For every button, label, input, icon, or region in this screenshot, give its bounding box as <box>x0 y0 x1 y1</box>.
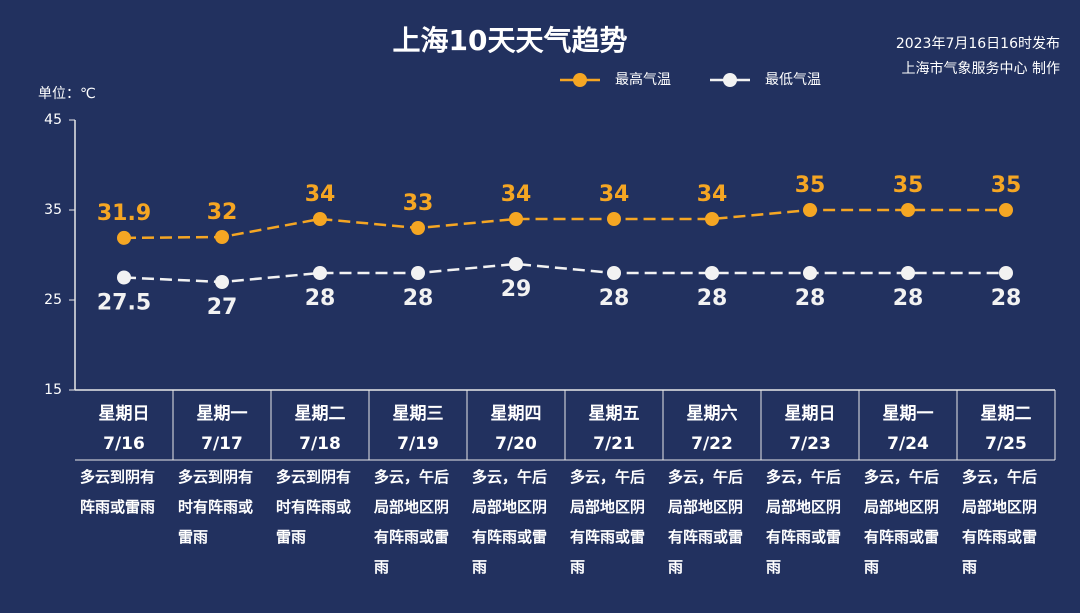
value-label: 28 <box>991 286 1022 311</box>
weekday-label: 星期日 <box>99 404 150 424</box>
value-label: 27 <box>207 295 238 320</box>
data-point <box>705 212 719 226</box>
value-label: 32 <box>207 200 238 225</box>
data-point <box>607 212 621 226</box>
weekday-label: 星期五 <box>589 404 640 424</box>
chart-title: 上海10天天气趋势 <box>393 24 628 57</box>
data-point <box>215 230 229 244</box>
legend-marker <box>573 73 587 87</box>
y-tick-label: 25 <box>44 292 62 308</box>
publisher: 上海市气象服务中心 制作 <box>902 60 1060 77</box>
weekday-label: 星期二 <box>295 404 346 424</box>
data-point <box>607 266 621 280</box>
data-point <box>705 266 719 280</box>
legend-marker <box>723 73 737 87</box>
x-tick-label: 7/22 <box>691 434 733 454</box>
legend-label: 最低气温 <box>765 72 821 88</box>
weekday-label: 星期日 <box>785 404 836 424</box>
data-point <box>901 266 915 280</box>
series-line <box>123 262 1006 284</box>
weather-description: 多云，午后局部地区阴有阵雨或雷雨 <box>668 468 744 576</box>
weather-description: 多云，午后局部地区阴有阵雨或雷雨 <box>570 468 646 576</box>
value-label: 27.5 <box>97 291 151 316</box>
weather-description: 多云到阴有时有阵雨或雷雨 <box>276 468 352 546</box>
value-label: 28 <box>893 286 924 311</box>
weather-description: 多云，午后局部地区阴有阵雨或雷雨 <box>374 468 450 576</box>
x-tick-label: 7/21 <box>593 434 635 454</box>
data-point <box>117 270 131 285</box>
legend-label: 最高气温 <box>615 71 671 88</box>
x-tick-label: 7/16 <box>103 434 145 454</box>
weather-description: 多云到阴有时有阵雨或雷雨 <box>178 468 254 546</box>
publish-time: 2023年7月16日16时发布 <box>896 36 1060 52</box>
y-tick-label: 45 <box>44 112 62 128</box>
x-tick-label: 7/20 <box>495 434 537 454</box>
data-point <box>999 266 1013 280</box>
value-label: 31.9 <box>97 201 151 226</box>
x-tick-label: 7/25 <box>985 434 1027 454</box>
x-tick-label: 7/24 <box>887 434 929 454</box>
value-label: 35 <box>795 173 826 198</box>
value-label: 28 <box>305 286 336 311</box>
value-label: 35 <box>893 173 924 198</box>
weekday-label: 星期一 <box>883 404 934 424</box>
data-point <box>313 212 327 226</box>
x-tick-label: 7/23 <box>789 434 831 454</box>
x-tick-label: 7/19 <box>397 434 439 454</box>
y-tick-label: 35 <box>44 202 62 218</box>
value-label: 35 <box>991 173 1022 198</box>
weather-description: 多云，午后局部地区阴有阵雨或雷雨 <box>472 468 548 576</box>
value-label: 28 <box>403 286 434 311</box>
weather-description: 多云到阴有阵雨或雷雨 <box>80 468 156 516</box>
x-tick-label: 7/17 <box>201 434 243 454</box>
data-point <box>117 230 131 245</box>
data-point <box>803 266 817 280</box>
weekday-label: 星期六 <box>687 403 738 424</box>
data-point <box>803 203 817 217</box>
value-label: 28 <box>697 286 728 311</box>
weather-description: 多云，午后局部地区阴有阵雨或雷雨 <box>766 468 842 576</box>
weather-description: 多云，午后局部地区阴有阵雨或雷雨 <box>962 468 1038 576</box>
data-point <box>509 212 523 226</box>
weekday-label: 星期二 <box>981 404 1032 424</box>
value-label: 28 <box>795 286 826 311</box>
x-tick-label: 7/18 <box>299 434 341 454</box>
weekday-label: 星期三 <box>393 404 444 424</box>
y-tick-label: 15 <box>44 382 62 398</box>
value-label: 34 <box>697 182 728 207</box>
weather-description: 多云，午后局部地区阴有阵雨或雷雨 <box>864 468 940 576</box>
value-label: 34 <box>599 182 630 207</box>
value-label: 33 <box>403 191 434 216</box>
weekday-label: 星期一 <box>197 404 248 424</box>
data-point <box>313 266 327 280</box>
value-label: 34 <box>501 182 532 207</box>
value-label: 28 <box>599 286 630 311</box>
value-label: 29 <box>501 277 532 302</box>
data-point <box>509 257 523 271</box>
series-line <box>123 208 1006 240</box>
y-unit: 单位：℃ <box>38 86 96 102</box>
data-point <box>215 275 229 289</box>
data-point <box>901 203 915 217</box>
data-point <box>411 221 425 235</box>
weekday-label: 星期四 <box>491 404 542 424</box>
data-point <box>411 266 425 280</box>
data-point <box>999 203 1013 217</box>
value-label: 34 <box>305 182 336 207</box>
